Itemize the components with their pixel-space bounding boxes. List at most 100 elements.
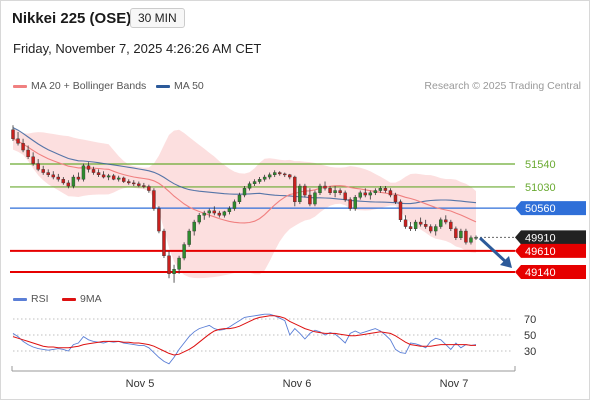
candle: [207, 208, 211, 218]
candle: [428, 224, 433, 234]
candle: [227, 206, 232, 215]
candle: [343, 190, 347, 202]
candle: [398, 199, 403, 223]
candle-body: [333, 190, 337, 194]
forecast-arrow-head: [500, 256, 512, 268]
candle-body: [368, 192, 373, 196]
candle-body: [459, 230, 463, 239]
candle: [91, 166, 96, 175]
candle: [278, 171, 282, 176]
level-label-50560: 50560: [515, 201, 586, 216]
candle-body: [454, 228, 458, 239]
candle-body: [152, 190, 156, 209]
candle-body: [469, 237, 473, 243]
candle: [242, 186, 247, 198]
candle-body: [293, 176, 297, 203]
ma20-swatch: [13, 84, 27, 88]
candle: [293, 175, 297, 207]
candle-body: [187, 230, 191, 245]
candle: [323, 181, 327, 191]
candle-body: [303, 185, 307, 196]
candle: [368, 190, 373, 200]
candle-body: [423, 224, 428, 227]
candle-body: [383, 188, 388, 191]
candle-body: [96, 172, 101, 176]
candle: [16, 132, 20, 146]
level-label-text: 49140: [525, 267, 556, 279]
candle-body: [66, 182, 71, 187]
candle: [444, 215, 448, 225]
candle-body: [318, 185, 322, 194]
candle-body: [444, 219, 448, 223]
candle: [26, 145, 30, 160]
candle-body: [111, 175, 116, 180]
legend-rsi-label: RSI: [31, 293, 49, 305]
candle: [192, 219, 196, 236]
candle: [388, 188, 393, 198]
legend-ma50-label: MA 50: [174, 80, 204, 92]
candle-body: [11, 129, 15, 140]
candle: [413, 219, 418, 232]
candle-body: [227, 208, 232, 212]
timeframe-badge[interactable]: 30 MIN: [130, 8, 185, 28]
candle-body: [197, 215, 201, 223]
forecast-arrow-shaft: [478, 236, 509, 265]
level-label-box: [515, 230, 586, 245]
candle-body: [122, 177, 126, 182]
candle: [96, 169, 101, 178]
candle: [303, 183, 307, 198]
candle: [393, 192, 398, 205]
candle-body: [262, 176, 267, 180]
chart-datetime: Friday, November 7, 2025 4:26:26 AM CET: [13, 41, 262, 56]
candle: [308, 188, 312, 207]
candle-body: [288, 174, 292, 178]
candle-body: [358, 192, 362, 198]
x-tick-label: Nov 5: [126, 378, 155, 390]
candle-body: [71, 176, 76, 187]
candle-body: [338, 190, 342, 194]
candle-body: [363, 192, 367, 196]
candle: [46, 169, 50, 178]
candle-body: [267, 174, 272, 178]
candle-body: [132, 182, 136, 185]
candle: [363, 188, 367, 198]
candle-body: [464, 230, 468, 243]
rsi-9ma-line: [12, 315, 476, 356]
candle-body: [26, 149, 30, 158]
ma50-swatch: [156, 84, 170, 88]
candle-body: [207, 210, 211, 214]
candle-body: [343, 192, 347, 200]
candle: [197, 213, 201, 225]
legend-ma50: MA 50: [156, 80, 204, 92]
candle-body: [162, 230, 166, 257]
candle-body: [373, 190, 378, 194]
level-label-51030: 51030: [525, 182, 556, 194]
candle-body: [328, 188, 332, 194]
candle: [122, 176, 126, 183]
candle: [267, 172, 272, 180]
candle: [328, 186, 332, 196]
candle-body: [393, 194, 398, 203]
candle: [177, 255, 181, 274]
candle-body: [353, 197, 357, 209]
candle: [101, 171, 106, 179]
candle: [418, 217, 423, 227]
candle-body: [428, 226, 433, 232]
candle-body: [323, 185, 327, 189]
candle-body: [237, 194, 242, 203]
candle: [358, 190, 362, 200]
candle: [464, 228, 468, 245]
candle: [434, 224, 438, 236]
candle: [147, 184, 151, 193]
candle-body: [16, 138, 20, 144]
candle-body: [348, 199, 352, 209]
legend-ma20-label: MA 20 + Bollinger Bands: [31, 80, 147, 92]
candle: [127, 179, 131, 185]
candle: [71, 174, 76, 189]
candle-body: [192, 221, 196, 232]
candle-body: [142, 185, 146, 187]
candle-body: [177, 257, 181, 270]
candle: [76, 172, 81, 182]
candle-body: [212, 210, 217, 214]
